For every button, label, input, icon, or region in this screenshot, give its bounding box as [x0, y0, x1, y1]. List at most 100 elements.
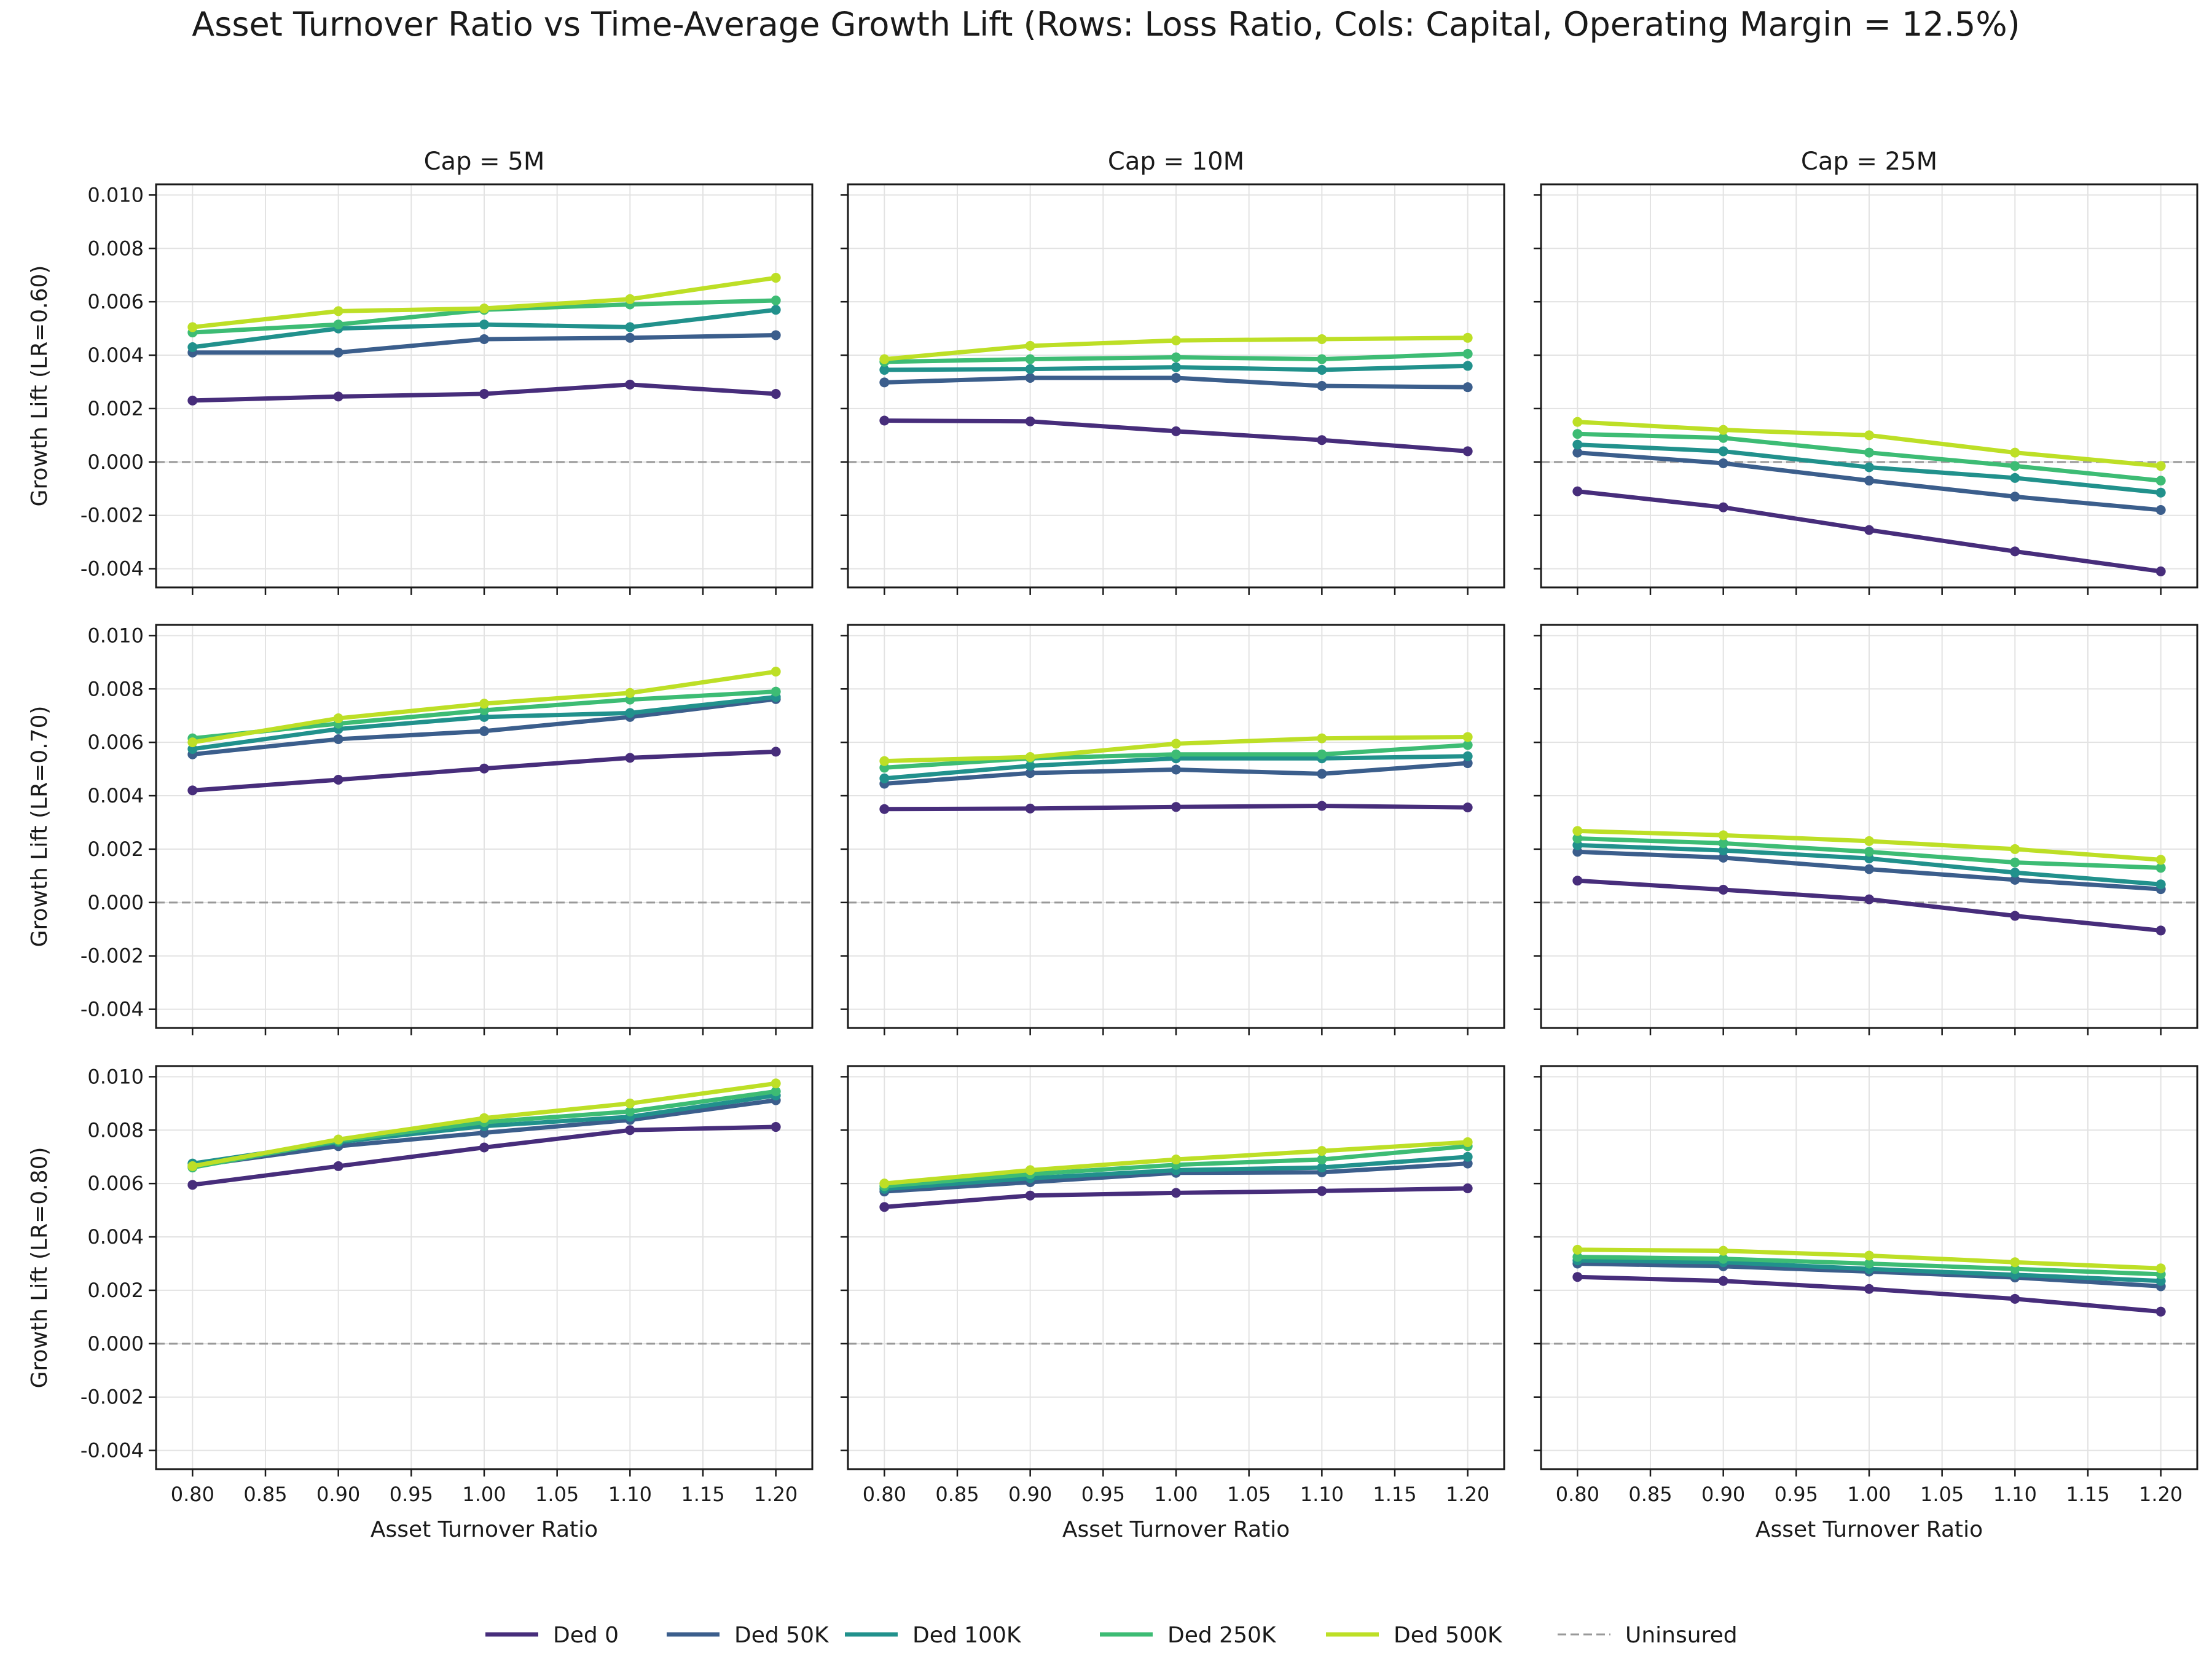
data-point: [333, 1134, 343, 1145]
data-point: [771, 667, 781, 677]
data-point: [2010, 473, 2020, 483]
data-point: [1462, 758, 1473, 769]
y-tick-label: -0.004: [80, 998, 144, 1021]
legend-label: Ded 500K: [1394, 1623, 1503, 1648]
data-point: [1864, 836, 1874, 846]
data-point: [1025, 372, 1035, 383]
x-tick-label: 1.10: [1300, 1483, 1344, 1506]
data-point: [1864, 476, 1874, 486]
data-point: [771, 330, 781, 340]
legend-label: Ded 50K: [734, 1623, 830, 1648]
data-point: [771, 389, 781, 399]
data-point: [771, 1122, 781, 1132]
data-point: [479, 726, 489, 736]
data-point: [333, 1161, 343, 1171]
x-tick-label: 1.20: [1446, 1483, 1489, 1506]
y-tick-label: 0.006: [87, 731, 144, 754]
data-point: [2010, 868, 2020, 878]
y-tick-label: -0.002: [80, 1386, 144, 1409]
y-tick-label: 0.000: [87, 450, 144, 474]
data-point: [187, 395, 198, 406]
x-tick-label: 0.80: [863, 1483, 906, 1506]
data-point: [625, 1125, 635, 1135]
data-point: [1462, 361, 1473, 371]
x-axis-label: Asset Turnover Ratio: [1755, 1517, 1983, 1542]
data-point: [1025, 761, 1035, 771]
legend-label: Ded 250K: [1167, 1623, 1277, 1648]
x-tick-label: 1.15: [2066, 1483, 2109, 1506]
data-point: [1462, 751, 1473, 761]
x-tick-label: 0.85: [243, 1483, 287, 1506]
data-point: [879, 804, 890, 814]
data-point: [1572, 447, 1583, 458]
data-point: [2010, 1257, 2020, 1268]
x-tick-label: 1.15: [1373, 1483, 1416, 1506]
data-point: [1171, 764, 1181, 775]
panel-r1-c1: [841, 624, 1505, 1035]
column-title: Cap = 10M: [1108, 147, 1244, 176]
data-point: [2010, 844, 2020, 854]
data-point: [1572, 1252, 1583, 1262]
data-point: [625, 708, 635, 718]
data-point: [1718, 1253, 1728, 1264]
data-point: [1462, 446, 1473, 457]
data-point: [1572, 826, 1583, 836]
data-point: [771, 686, 781, 697]
data-point: [625, 294, 635, 304]
legend-label: Ded 0: [553, 1623, 619, 1648]
legend-label: Uninsured: [1625, 1623, 1738, 1648]
data-point: [2155, 925, 2166, 936]
y-axis-label: Growth Lift (LR=0.70): [27, 706, 52, 947]
data-point: [1317, 1146, 1327, 1156]
data-point: [1864, 1250, 1874, 1261]
data-point: [1718, 502, 1728, 512]
data-point: [1317, 354, 1327, 364]
x-tick-label: 1.00: [462, 1483, 506, 1506]
y-tick-label: 0.004: [87, 784, 144, 807]
data-point: [1572, 876, 1583, 886]
data-point: [333, 391, 343, 402]
data-point: [2155, 487, 2166, 498]
x-tick-label: 0.85: [1628, 1483, 1672, 1506]
data-point: [2155, 863, 2166, 873]
data-point: [625, 753, 635, 763]
data-point: [2010, 857, 2020, 868]
data-point: [479, 1142, 489, 1153]
panel-r2-c1: [841, 1065, 1505, 1477]
data-point: [1462, 1183, 1473, 1193]
data-point: [2155, 505, 2166, 516]
data-point: [2010, 546, 2020, 557]
data-point: [2010, 492, 2020, 502]
data-point: [187, 342, 198, 353]
data-point: [479, 304, 489, 314]
data-point: [879, 415, 890, 426]
data-point: [1317, 1163, 1327, 1173]
data-point: [1317, 1186, 1327, 1196]
data-point: [1462, 332, 1473, 343]
data-point: [625, 1098, 635, 1108]
data-point: [1025, 416, 1035, 426]
data-point: [1572, 429, 1583, 439]
y-tick-label: -0.002: [80, 944, 144, 968]
data-point: [1025, 340, 1035, 351]
data-point: [1171, 362, 1181, 372]
data-point: [1718, 446, 1728, 457]
data-point: [2010, 447, 2020, 458]
data-point: [771, 295, 781, 305]
x-axis-label: Asset Turnover Ratio: [1062, 1517, 1290, 1542]
data-point: [479, 334, 489, 344]
data-point: [1025, 803, 1035, 814]
data-point: [2010, 461, 2020, 471]
x-tick-label: 1.15: [681, 1483, 724, 1506]
y-tick-label: 0.004: [87, 1225, 144, 1249]
y-tick-label: 0.010: [87, 183, 144, 206]
data-point: [1317, 769, 1327, 779]
data-point: [1864, 462, 1874, 473]
data-point: [187, 785, 198, 796]
data-point: [1864, 1284, 1874, 1294]
data-point: [1718, 845, 1728, 856]
data-point: [879, 377, 890, 388]
x-tick-label: 0.95: [1081, 1483, 1125, 1506]
data-point: [879, 364, 890, 375]
data-point: [1171, 802, 1181, 812]
